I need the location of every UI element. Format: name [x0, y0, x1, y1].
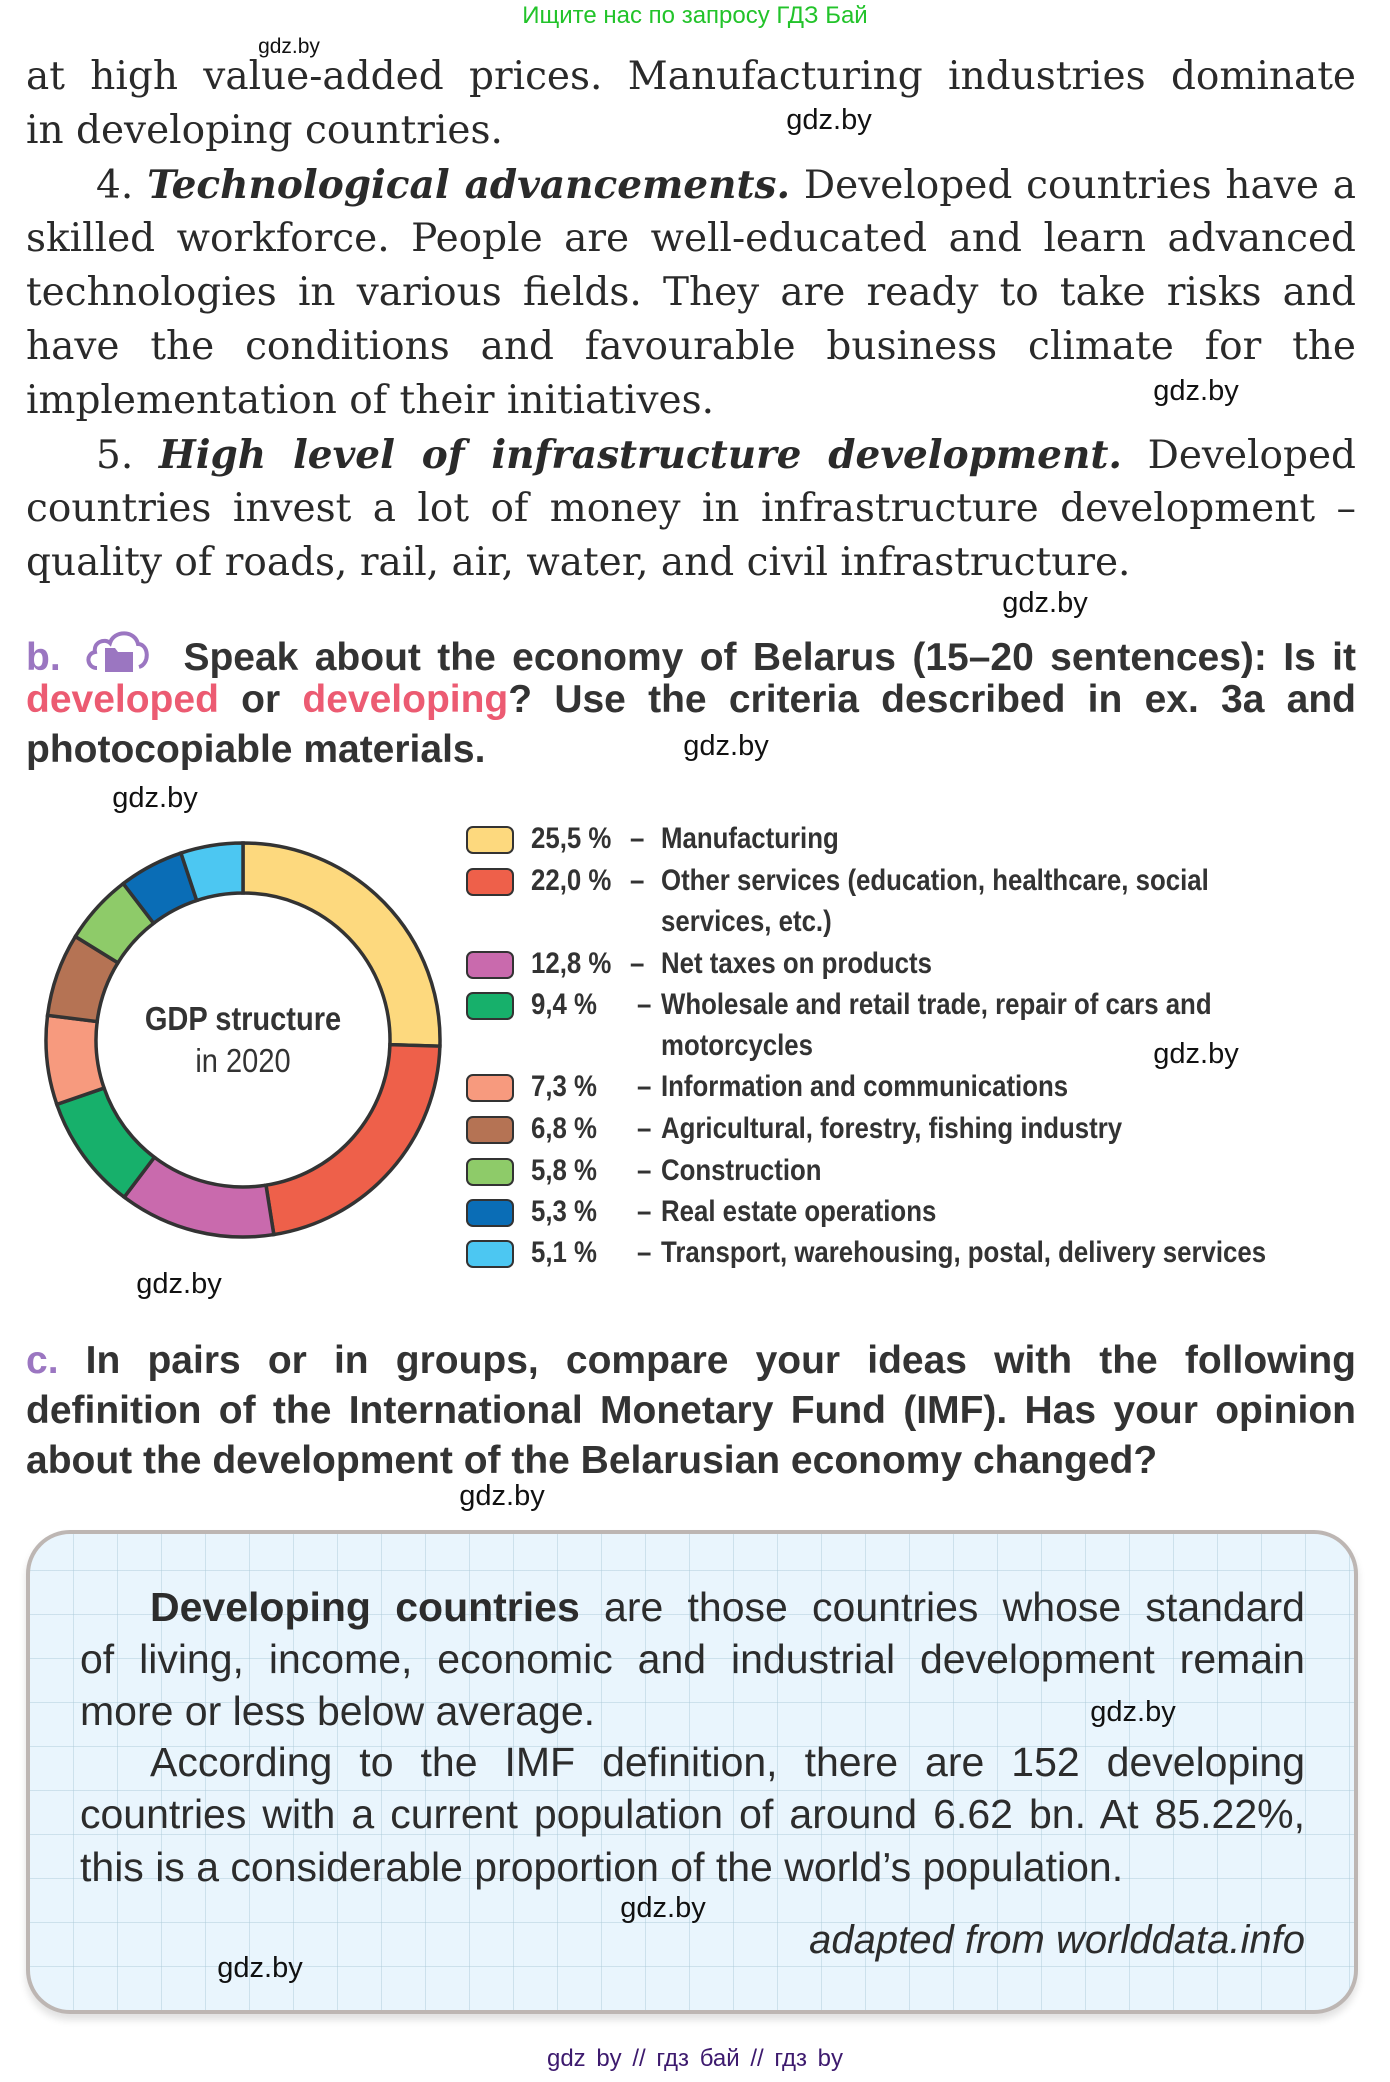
donut-slice: [44, 1013, 107, 1107]
body-line: 5. High level of infrastructure developm…: [26, 428, 1356, 482]
body-line: 4. Technological advancements. Developed…: [26, 158, 1356, 212]
legend-label: Agricultural, forestry, fishing industry: [661, 1112, 1123, 1145]
legend-percent: 7,3 %: [531, 1070, 597, 1103]
definition-line: countries with a current population of a…: [80, 1791, 1305, 1837]
watermark: gdz.by: [459, 1480, 545, 1512]
watermark: gdz.by: [1153, 1038, 1239, 1070]
legend-label: Information and communications: [661, 1070, 1069, 1103]
task-c-line: about the development of the Belarusian …: [26, 1439, 1158, 1482]
task-c-line: definition of the International Monetary…: [26, 1389, 1356, 1432]
body-line: at high value-added prices. Manufacturin…: [26, 54, 1356, 99]
keyword-developed: developed: [26, 678, 219, 721]
legend-swatch: [466, 826, 514, 854]
watermark: gdz.by: [217, 1952, 303, 1984]
legend-swatch: [466, 1074, 514, 1102]
body-line: technologies in various fields. They are…: [26, 270, 1356, 315]
watermark: gdz.by: [620, 1892, 706, 1924]
definition-box: [26, 1530, 1358, 2014]
footer-links[interactable]: gdz by // гдз бай // гдз by: [546, 2045, 844, 2072]
task-b-line: b. Speak about the economy of Belarus (1…: [26, 624, 1356, 679]
definition-line: According to the IMF definition, there a…: [150, 1739, 1305, 1785]
legend-label: Real estate operations: [661, 1195, 937, 1228]
legend-dash: –: [637, 1236, 652, 1269]
legend-swatch: [466, 1240, 514, 1268]
legend-label: Construction: [661, 1154, 822, 1187]
legend-label: Net taxes on products: [661, 947, 932, 980]
legend-label: Other services (education, healthcare, s…: [661, 864, 1209, 897]
legend-label-continued: services, etc.): [661, 905, 832, 938]
item-number: 5.: [96, 433, 159, 478]
keyword-developing: developing: [302, 678, 509, 721]
task-b-line: developed or developing? Use the criteri…: [26, 675, 1356, 725]
legend-swatch: [466, 1158, 514, 1186]
body-line: have the conditions and favourable busin…: [26, 324, 1356, 369]
item-heading: Technological advancements.: [147, 162, 791, 208]
item-text: Developed: [1121, 433, 1357, 478]
body-line: implementation of their initiatives.: [26, 378, 715, 423]
legend-label: Wholesale and retail trade, repair of ca…: [661, 988, 1212, 1021]
task-letter: c.: [26, 1339, 59, 1382]
legend-percent: 6,8 %: [531, 1112, 597, 1145]
body-line: skilled workforce. People are well-educa…: [26, 216, 1356, 261]
watermark: gdz.by: [786, 104, 872, 136]
legend-dash: –: [630, 947, 645, 980]
legend-label: Manufacturing: [661, 822, 839, 855]
chart-subtitle: in 2020: [195, 1042, 291, 1079]
watermark: gdz.by: [136, 1268, 222, 1300]
legend-percent: 25,5 %: [531, 822, 612, 855]
legend-percent: 9,4 %: [531, 988, 597, 1021]
legend-dash: –: [637, 1112, 652, 1145]
legend-percent: 5,3 %: [531, 1195, 597, 1228]
chart-title: GDP structure: [144, 1000, 342, 1037]
watermark: gdz.by: [258, 35, 320, 58]
legend-label: Transport, warehousing, postal, delivery…: [661, 1236, 1267, 1269]
legend-dash: –: [637, 1195, 652, 1228]
item-number: 4.: [96, 163, 148, 208]
legend-dash: –: [637, 1154, 652, 1187]
body-line: quality of roads, rail, air, water, and …: [26, 540, 1131, 585]
cloud-folder-icon: [86, 631, 149, 672]
legend-dash: –: [637, 988, 652, 1021]
task-c-line: c. In pairs or in groups, compare your i…: [26, 1336, 1356, 1386]
watermark: gdz.by: [1002, 587, 1088, 619]
gdp-donut-chart: [44, 841, 442, 1239]
body-line: in developing countries.: [26, 108, 503, 153]
legend-percent: 5,1 %: [531, 1236, 597, 1269]
task-b-text: Speak about the economy of Belarus (15–2…: [183, 636, 1357, 679]
search-banner[interactable]: Ищите нас по запросу ГДЗ Бай: [522, 2, 868, 29]
legend-label-continued: motorcycles: [661, 1029, 814, 1062]
legend-percent: 5,8 %: [531, 1154, 597, 1187]
item-heading: High level of infrastructure development…: [158, 432, 1122, 478]
watermark: gdz.by: [1090, 1696, 1176, 1728]
task-c-text: In pairs or in groups, compare your idea…: [85, 1339, 1356, 1382]
definition-line: this is a considerable proportion of the…: [80, 1844, 1124, 1890]
definition-text: are those countries whose standard: [579, 1584, 1305, 1630]
definition-line: Developing countries are those countries…: [80, 1581, 1305, 1633]
task-b-text: or: [218, 678, 303, 721]
task-letter: b.: [26, 636, 61, 679]
source-attribution: adapted from worlddata.info: [809, 1918, 1305, 1962]
body-line: countries invest a lot of money in infra…: [26, 486, 1356, 531]
legend-dash: –: [630, 864, 645, 897]
legend-swatch: [466, 868, 514, 896]
legend-swatch: [466, 1199, 514, 1227]
legend-dash: –: [630, 822, 645, 855]
legend-swatch: [466, 951, 514, 979]
definition-line: more or less below average.: [80, 1688, 596, 1734]
legend-percent: 22,0 %: [531, 864, 612, 897]
donut-slice: [178, 841, 245, 903]
watermark: gdz.by: [1153, 375, 1239, 407]
watermark: gdz.by: [683, 730, 769, 762]
definition-line: of living, income, economic and industri…: [80, 1636, 1305, 1682]
task-b-text: ? Use the criteria described in ex. 3a a…: [508, 678, 1357, 721]
legend-swatch: [466, 1116, 514, 1144]
legend-swatch: [466, 992, 514, 1020]
watermark: gdz.by: [112, 782, 198, 814]
legend-dash: –: [637, 1070, 652, 1103]
item-text: Developed countries have a: [790, 163, 1356, 208]
legend-percent: 12,8 %: [531, 947, 612, 980]
definition-term: Developing countries: [150, 1584, 580, 1630]
task-b-line: photocopiable materials.: [26, 728, 486, 771]
